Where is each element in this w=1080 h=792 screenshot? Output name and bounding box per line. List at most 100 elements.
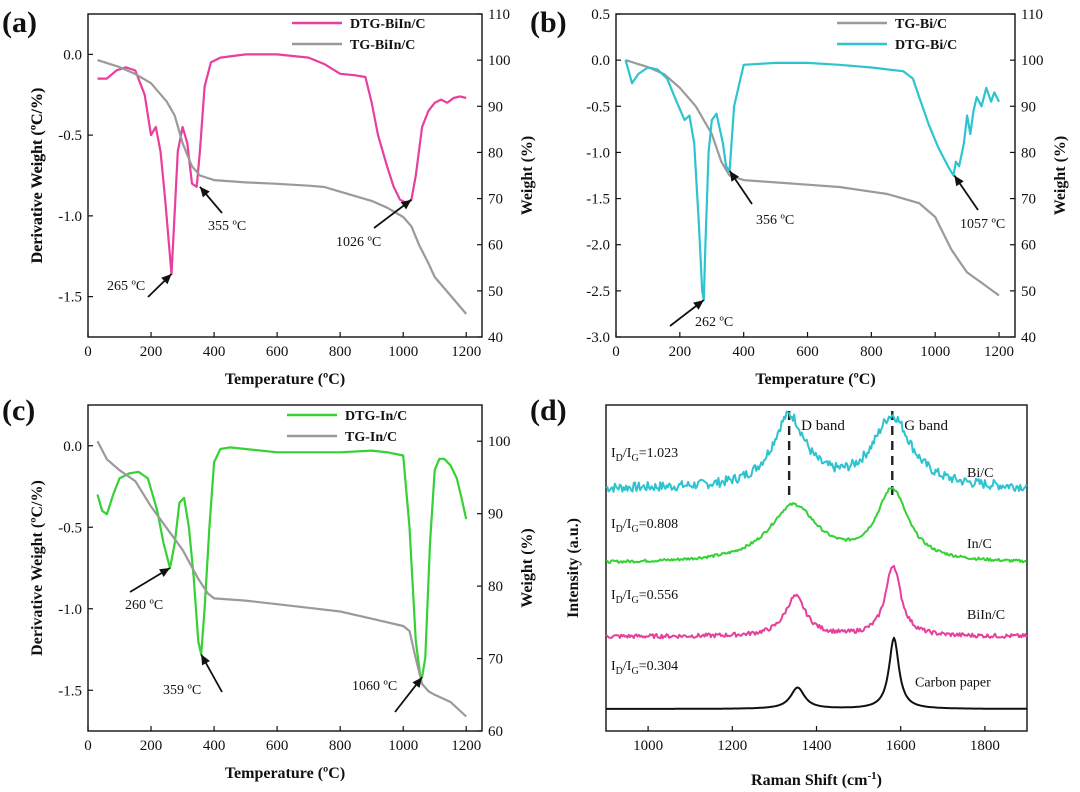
y2-axis-title: Weight (%) (519, 528, 536, 608)
y-tick-label: 0.5 (591, 7, 610, 23)
plot-frame (615, 13, 1016, 338)
series-line-dtg-bi-c (624, 59, 1000, 302)
y-tick-label: -0.5 (58, 520, 82, 536)
y2-tick-label: 50 (1021, 284, 1036, 300)
x-tick-label: 200 (669, 344, 692, 360)
peak-annotation: 1057 ºC (960, 217, 1005, 232)
peak-arrow-head (693, 300, 704, 310)
y2-tick-label: 50 (488, 284, 503, 300)
x-tick-label: 800 (860, 344, 883, 360)
peak-annotation: 356 ºC (756, 213, 794, 228)
y2-tick-label: 110 (488, 7, 510, 23)
y-tick-label: -3.0 (586, 330, 610, 346)
x-axis-title: Temperature (ºC) (755, 371, 875, 388)
y2-tick-label: 60 (488, 238, 503, 254)
raman-spectrum-carbon-paper (606, 636, 1027, 710)
x-tick-label: 800 (329, 738, 352, 754)
legend-label: TG-In/C (345, 430, 397, 445)
y2-tick-label: 100 (488, 53, 511, 69)
peak-arrow-head (161, 274, 172, 285)
peak-arrow-head (159, 568, 170, 578)
y2-tick-label: 70 (488, 192, 503, 208)
x-axis-title: Temperature (ºC) (225, 765, 345, 782)
y2-tick-label: 100 (488, 434, 511, 450)
peak-annotation: 262 ºC (695, 315, 733, 330)
peak-annotation: 359 ºC (163, 683, 201, 698)
y2-tick-label: 60 (1021, 238, 1036, 254)
x-tick-label: 400 (732, 344, 755, 360)
y-tick-label: 0.0 (591, 53, 610, 69)
sample-label: Carbon paper (915, 675, 991, 690)
y-tick-label: -0.5 (586, 99, 610, 115)
sample-label: BiIn/C (967, 608, 1005, 623)
raman-spectrum-bi-c (605, 410, 1028, 493)
plot-frame (87, 404, 483, 732)
panel-label: (c) (2, 394, 35, 427)
y-tick-label: -1.5 (586, 192, 610, 208)
x-tick-label: 1000 (920, 344, 950, 360)
x-tick-label: 400 (203, 344, 226, 360)
x-tick-label: 0 (612, 344, 620, 360)
x-tick-label: 1000 (388, 738, 418, 754)
peak-annotation: 1026 ºC (336, 235, 381, 250)
legend-label: DTG-Bi/C (895, 38, 957, 53)
series-line-dtg-in-c (96, 446, 468, 679)
x-tick-label: 0 (84, 344, 92, 360)
x-tick-label: 400 (203, 738, 226, 754)
y-tick-label: -1.0 (58, 602, 82, 618)
peak-arrow-head (199, 186, 210, 198)
y-tick-label: 0.0 (63, 47, 82, 63)
peak-annotation: 1060 ºC (352, 679, 397, 694)
y-tick-label: -2.5 (586, 284, 610, 300)
y2-tick-label: 40 (488, 330, 503, 346)
legend-label: TG-BiIn/C (350, 38, 415, 53)
x-tick-label: 600 (796, 344, 819, 360)
intensity-ratio-label: ID/IG=0.304 (611, 659, 678, 677)
sample-label: In/C (967, 537, 992, 552)
y-axis-title: Derivative Weight (ºC/%) (29, 88, 46, 264)
x-tick-label: 1200 (451, 344, 481, 360)
peak-annotation: 260 ºC (125, 598, 163, 613)
intensity-ratio-label: ID/IG=0.556 (611, 588, 678, 606)
x-tick-label: 1200 (717, 738, 747, 754)
x-tick-label: 1600 (886, 738, 916, 754)
y2-axis-title: Weight (%) (519, 136, 536, 216)
band-label: G band (904, 418, 948, 434)
x-tick-label: 1200 (451, 738, 481, 754)
y2-tick-label: 70 (488, 652, 503, 668)
peak-arrow-head (400, 199, 412, 210)
x-tick-label: 800 (329, 344, 352, 360)
x-tick-label: 200 (140, 738, 163, 754)
y2-tick-label: 60 (488, 724, 503, 740)
intensity-ratio-label: ID/IG=0.808 (611, 517, 678, 535)
series-line-tg-bi-c (625, 59, 1000, 297)
plot-frame (87, 13, 483, 338)
legend-label: TG-Bi/C (895, 17, 947, 32)
series-line-tg-in-c (96, 440, 467, 718)
x-tick-label: 1800 (970, 738, 1000, 754)
x-axis-title: Temperature (ºC) (225, 371, 345, 388)
y-axis-title: Derivative Weight (ºC/%) (29, 88, 46, 264)
y2-tick-label: 90 (488, 99, 503, 115)
y2-tick-label: 80 (1021, 145, 1036, 161)
raman-spectrum-in-c (605, 486, 1028, 565)
y2-tick-label: 80 (488, 579, 503, 595)
x-axis-title: Raman Shift (cm-1) (751, 770, 882, 789)
y-tick-label: -1.5 (58, 683, 82, 699)
raman-spectrum-biin-c (605, 564, 1028, 640)
x-tick-label: 1400 (802, 738, 832, 754)
panel-label: (b) (530, 6, 567, 39)
peak-annotation: 265 ºC (107, 279, 145, 294)
y2-tick-label: 110 (1021, 7, 1043, 23)
y-tick-label: -1.0 (58, 209, 82, 225)
peak-arrow-head (729, 170, 739, 182)
x-tick-label: 1000 (388, 344, 418, 360)
peak-annotation: 355 ºC (208, 219, 246, 234)
peak-arrow-head (412, 677, 423, 688)
x-tick-label: 1000 (633, 738, 663, 754)
x-tick-label: 600 (266, 738, 289, 754)
y2-tick-label: 100 (1021, 53, 1044, 69)
y2-tick-label: 80 (488, 145, 503, 161)
y-tick-label: -2.0 (586, 238, 610, 254)
